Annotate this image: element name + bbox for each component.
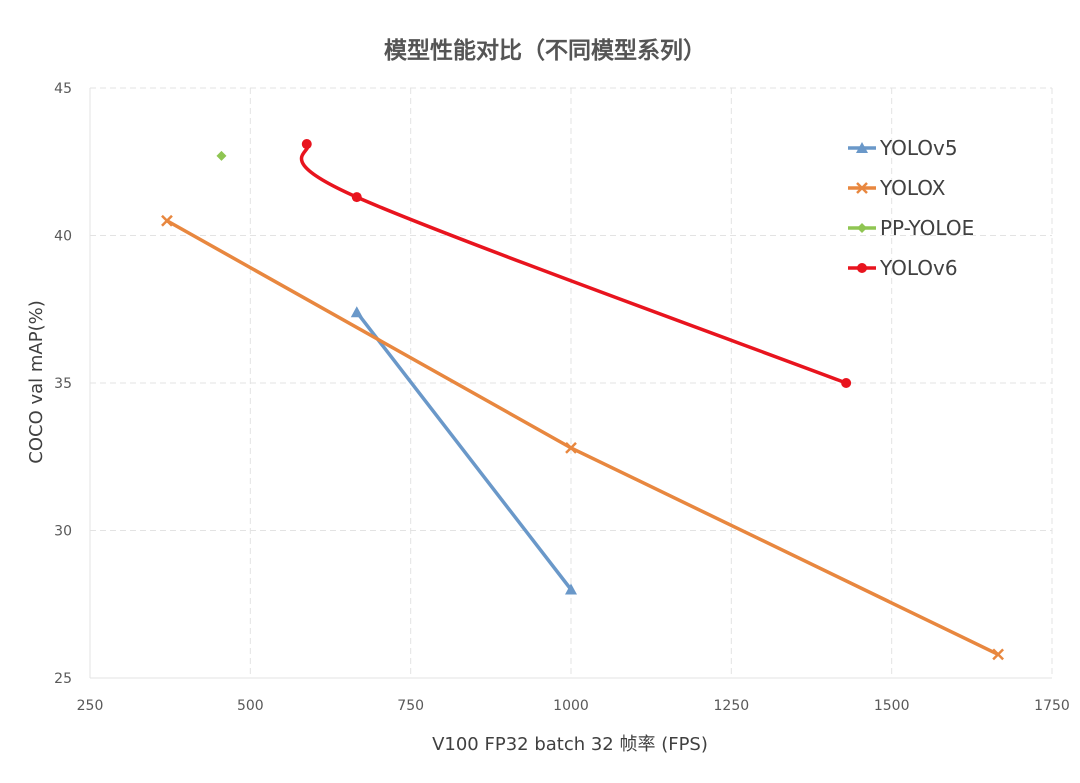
legend: YOLOv5 YOLOX PP-YOLOE YOLOv6 (848, 136, 974, 280)
y-tick-label: 35 (54, 376, 72, 392)
data-point-yolov6 (301, 139, 312, 150)
marker-stroke (565, 442, 577, 454)
y-tick-label: 40 (54, 229, 72, 245)
legend-label: PP-YOLOE (880, 216, 974, 240)
legend-swatch-marker (856, 142, 868, 153)
tick-labels: 250 500 750 1000 1250 1500 1750 25 30 35 40 45 (54, 81, 1070, 714)
x-axis-label: V100 FP32 batch 32 帧率 (FPS) (432, 734, 708, 755)
y-tick-label: 45 (54, 81, 72, 97)
data-point-yolox (565, 442, 577, 454)
data-point-yolox (161, 214, 173, 227)
legend-label: YOLOv5 (879, 136, 958, 160)
marker-stroke (992, 648, 1005, 661)
series-yolov5 (350, 306, 577, 595)
grid-lines (89, 87, 1053, 679)
legend-label: YOLOX (879, 176, 946, 200)
series-yolox (161, 214, 1005, 661)
data-point-yolov5 (350, 306, 363, 318)
y-tick-label: 30 (54, 524, 72, 540)
x-tick-label: 750 (397, 698, 424, 714)
chart-title: 模型性能对比（不同模型系列） (384, 37, 706, 64)
series-pp-yoloe (216, 150, 227, 161)
x-tick-label: 250 (77, 698, 104, 714)
legend-swatch-marker (857, 263, 867, 273)
legend-swatch-marker (857, 223, 867, 233)
series-line-yolov5 (355, 311, 573, 591)
legend-item-yolov5: YOLOv5 (848, 136, 958, 160)
legend-swatch-marker (856, 182, 868, 194)
data-point-yolov6 (351, 192, 362, 203)
x-tick-label: 1000 (553, 698, 589, 714)
legend-label: YOLOv6 (879, 256, 958, 280)
series-yolov6 (299, 139, 852, 388)
x-tick-label: 1750 (1034, 698, 1070, 714)
data-point-pp-yoloe (216, 150, 227, 161)
data-point-yolov5 (565, 583, 577, 595)
series-layer (161, 139, 1005, 661)
x-tick-label: 500 (237, 698, 264, 714)
data-point-yolox (992, 648, 1005, 661)
marker-stroke (856, 182, 868, 194)
marker-stroke (161, 214, 173, 227)
x-tick-label: 1250 (714, 698, 750, 714)
x-tick-label: 1500 (874, 698, 910, 714)
y-tick-label: 25 (54, 671, 72, 687)
series-line-yolov6 (299, 142, 847, 385)
legend-item-yolox: YOLOX (848, 176, 946, 200)
legend-item-pp-yoloe: PP-YOLOE (848, 216, 974, 240)
y-axis-label: COCO val mAP(%) (26, 300, 47, 463)
legend-item-yolov6: YOLOv6 (848, 256, 958, 280)
data-point-yolov6 (841, 378, 852, 388)
